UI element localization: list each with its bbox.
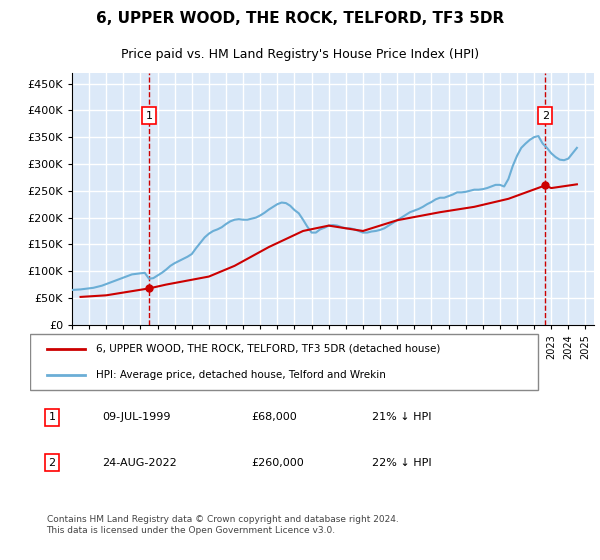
Text: 24-AUG-2022: 24-AUG-2022 (102, 458, 176, 468)
FancyBboxPatch shape (30, 334, 538, 390)
Text: £260,000: £260,000 (251, 458, 304, 468)
Text: 2: 2 (49, 458, 56, 468)
Text: 1: 1 (49, 412, 56, 422)
Text: Price paid vs. HM Land Registry's House Price Index (HPI): Price paid vs. HM Land Registry's House … (121, 48, 479, 61)
Text: 6, UPPER WOOD, THE ROCK, TELFORD, TF3 5DR: 6, UPPER WOOD, THE ROCK, TELFORD, TF3 5D… (96, 11, 504, 26)
Text: 21% ↓ HPI: 21% ↓ HPI (372, 412, 432, 422)
Text: 22% ↓ HPI: 22% ↓ HPI (372, 458, 432, 468)
Text: 6, UPPER WOOD, THE ROCK, TELFORD, TF3 5DR (detached house): 6, UPPER WOOD, THE ROCK, TELFORD, TF3 5D… (96, 344, 440, 354)
Text: £68,000: £68,000 (251, 412, 296, 422)
Text: 2: 2 (542, 111, 549, 121)
Text: Contains HM Land Registry data © Crown copyright and database right 2024.
This d: Contains HM Land Registry data © Crown c… (47, 515, 398, 535)
Text: HPI: Average price, detached house, Telford and Wrekin: HPI: Average price, detached house, Telf… (96, 370, 386, 380)
Text: 09-JUL-1999: 09-JUL-1999 (102, 412, 170, 422)
Text: 1: 1 (146, 111, 152, 121)
